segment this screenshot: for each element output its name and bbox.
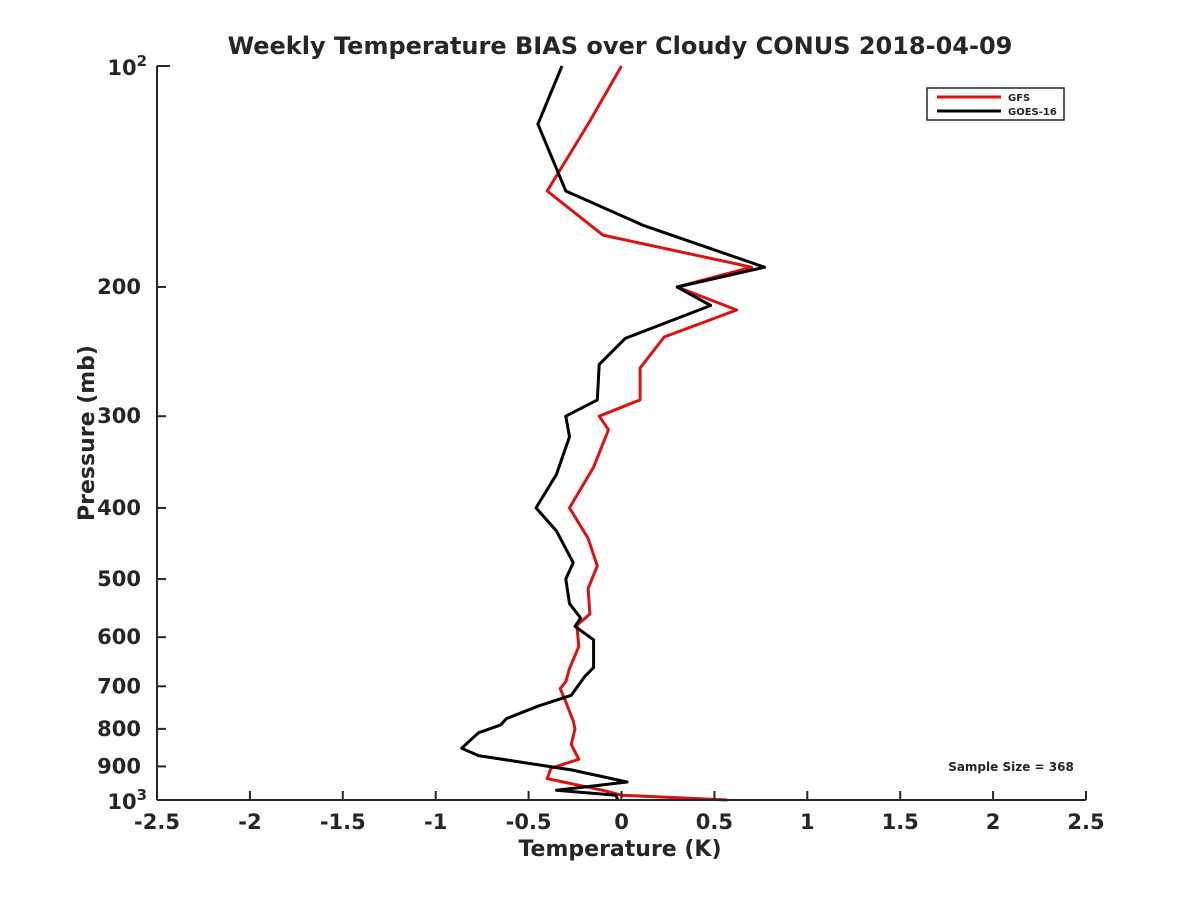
y-tick-label: 600: [97, 625, 141, 649]
sample-size-annotation: Sample Size = 368: [948, 760, 1074, 774]
y-axis-label: Pressure (mb): [75, 345, 100, 521]
y-tick-label: 500: [97, 567, 141, 591]
series-line-1: [460, 65, 767, 801]
x-tick-label: 2: [986, 810, 1001, 834]
x-tick-label: -0.5: [506, 810, 552, 834]
y-tick-label: 700: [97, 674, 141, 698]
x-tick-label: 1.5: [882, 810, 919, 834]
y-tick-label: 400: [97, 496, 141, 520]
x-tick-label: 1: [800, 810, 815, 834]
y-decade-tick-label: 102: [107, 52, 147, 80]
chart-title: Weekly Temperature BIAS over Cloudy CONU…: [228, 32, 1013, 60]
x-axis-label: Temperature (K): [518, 837, 721, 862]
x-tick-label: -2: [238, 810, 261, 834]
legend-box: [926, 87, 1065, 121]
x-tick-label: -2.5: [134, 810, 180, 834]
y-tick-label: 300: [97, 404, 141, 428]
legend: GFS GOES-16: [926, 87, 1065, 121]
y-tick-label: 900: [97, 754, 141, 778]
x-tick-label: 0: [614, 810, 629, 834]
x-tick-label: -1: [424, 810, 447, 834]
legend-entry: GOES-16: [1008, 107, 1057, 118]
axes: -2.5 -2 -1.5 -1 -0.5 0 0.5 1 1.5 2 2.5 200 300 400 500…: [97, 52, 1104, 834]
legend-entry: GFS: [1008, 93, 1030, 104]
plot-area: [460, 65, 767, 802]
x-tick-label: 2.5: [1067, 810, 1104, 834]
y-decade-tick-label: 103: [107, 786, 147, 814]
y-tick-label: 200: [97, 275, 141, 299]
y-tick-label: 800: [97, 717, 141, 741]
x-tick-label: -1.5: [320, 810, 366, 834]
x-tick-label: 0.5: [696, 810, 733, 834]
series-line-0: [545, 65, 754, 802]
